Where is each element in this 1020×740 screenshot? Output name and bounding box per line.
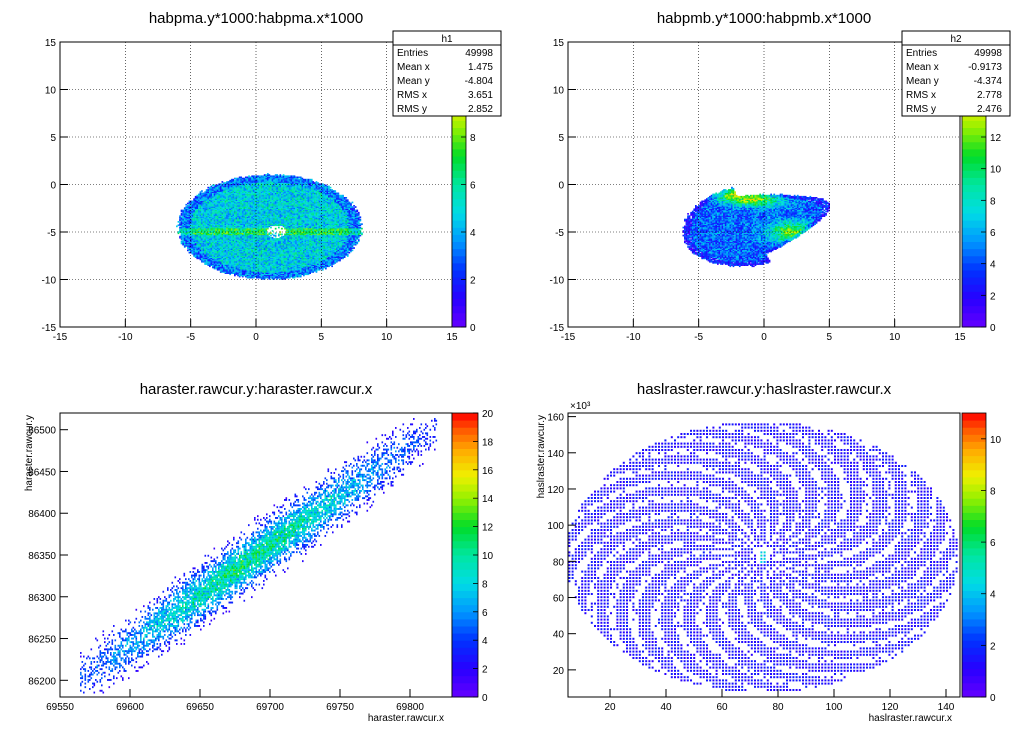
heatmap-cell <box>187 205 189 207</box>
panel-title: habpma.y*1000:habpma.x*1000 <box>149 10 363 27</box>
heatmap-cell <box>181 240 183 242</box>
heatmap-cell <box>182 210 184 212</box>
heatmap-cell <box>209 187 211 189</box>
heatmap-cell <box>212 187 214 189</box>
heatmap-cell <box>176 226 178 228</box>
heatmap-cell <box>181 216 183 218</box>
heatmap-cell <box>207 189 209 191</box>
heatmap-cell <box>206 189 208 191</box>
heatmap-cell <box>228 181 230 183</box>
heatmap-cell <box>189 252 191 254</box>
heatmap-cell <box>179 215 181 217</box>
heatmap-cell <box>226 181 228 183</box>
heatmap-cell <box>198 194 200 196</box>
heatmap-cell <box>192 201 194 203</box>
heatmap-cell <box>179 227 181 229</box>
heatmap-cell <box>179 236 181 238</box>
heatmap-cell <box>204 191 206 193</box>
heatmap-cell <box>196 195 198 197</box>
heatmap-cell <box>229 180 231 182</box>
heatmap-cell <box>185 206 187 208</box>
heatmap-cell <box>187 203 189 205</box>
heatmap-cell <box>184 207 186 209</box>
heatmap-cell <box>195 196 197 198</box>
panel-1: habpma.y*1000:habpma.x*1000-15 -10 -5 0 5 10 1… <box>42 10 501 343</box>
heatmap-cell <box>217 185 219 187</box>
heatmap-cell <box>181 210 183 212</box>
heatmap-cell <box>223 182 225 184</box>
heatmap-cell <box>201 190 203 192</box>
heatmap-cell <box>178 221 180 223</box>
heatmap-cell <box>231 179 233 181</box>
heatmap-cell <box>178 224 180 226</box>
heatmap-cell <box>201 193 203 195</box>
chart-canvas: habpma.y*1000:habpma.x*1000-15 -10 -5 0 5 10 1… <box>0 0 1020 740</box>
heatmap-cell <box>203 193 205 195</box>
heatmap-cell <box>185 204 187 206</box>
heatmap-cell <box>222 181 224 183</box>
heatmap-cell <box>189 201 191 203</box>
heatmap-cell <box>187 250 189 252</box>
heatmap-cell <box>207 187 209 189</box>
heatmap-cell <box>179 222 181 224</box>
heatmap-cell <box>193 198 195 200</box>
heatmap-cell <box>181 213 183 215</box>
heatmap-cell <box>225 182 227 184</box>
heatmap-cell <box>211 186 213 188</box>
heatmap-cell <box>200 191 202 193</box>
heatmap-cell <box>220 183 222 185</box>
